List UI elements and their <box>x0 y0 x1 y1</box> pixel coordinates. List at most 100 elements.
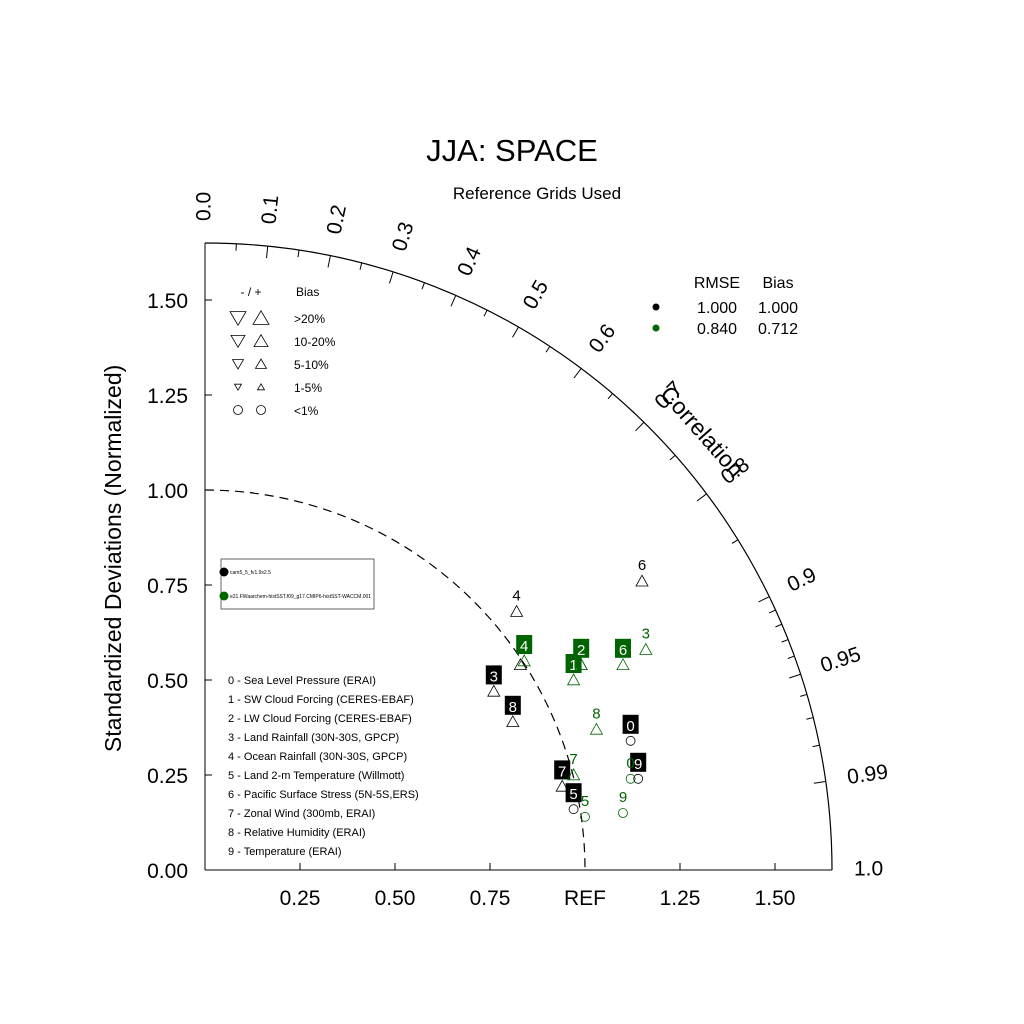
y-tick-label: 0.25 <box>147 765 188 788</box>
bias-legend-label: >20% <box>294 312 325 326</box>
stats-row-dot <box>652 324 660 332</box>
triangle-up-icon <box>256 383 266 391</box>
corr-tick <box>389 271 394 284</box>
data-point-marker <box>639 642 653 655</box>
corr-minor-tick <box>297 250 300 258</box>
data-point-label-box <box>565 654 582 673</box>
data-point-marker <box>566 768 581 781</box>
corr-minor-tick <box>768 609 776 614</box>
data-point-label: 1 <box>569 657 577 674</box>
data-point-marker <box>580 811 590 822</box>
data-point-marker <box>487 684 501 697</box>
corr-minor-tick <box>775 623 783 628</box>
variable-legend-item: 5 - Land 2-m Temperature (Willmott) <box>228 770 404 782</box>
data-point-label: 3 <box>642 626 650 643</box>
y-tick-label: 1.00 <box>147 480 188 503</box>
corr-tick <box>512 326 519 338</box>
corr-tick-label: 0.2 <box>323 203 351 236</box>
data-point-label-box <box>565 783 582 803</box>
data-point-label: 0 <box>626 718 634 735</box>
corr-minor-tick <box>607 393 613 400</box>
corr-tick-label: 0.95 <box>818 643 864 678</box>
stats-header-bias: Bias <box>762 275 793 292</box>
bias-legend-sign-header: - / + <box>240 285 261 299</box>
corr-tick-label: 0.99 <box>846 760 890 789</box>
data-point-label-box <box>504 695 521 715</box>
triangle-up-icon <box>253 333 269 347</box>
y-tick-label: 0.00 <box>147 860 188 883</box>
y-axis-label: Standardized Deviations (Normalized) <box>100 365 126 752</box>
stats-bias-value: 1.000 <box>758 300 798 317</box>
data-point-label: 6 <box>619 642 627 659</box>
variable-legend-item: 1 - SW Cloud Forcing (CERES-EBAF) <box>228 694 414 706</box>
data-point-label: 9 <box>619 789 627 806</box>
corr-tick-label: 0.3 <box>388 219 419 254</box>
corr-minor-tick <box>787 655 795 659</box>
corr-minor-tick <box>483 309 488 317</box>
corr-minor-tick <box>731 539 739 544</box>
data-point-label: 4 <box>520 638 528 655</box>
triangle-down-icon <box>230 335 246 349</box>
triangle-down-icon <box>229 311 247 326</box>
corr-tick <box>327 255 331 268</box>
variable-legend-item: 2 - LW Cloud Forcing (CERES-EBAF) <box>228 713 412 725</box>
corr-tick-label: 0.5 <box>519 276 554 313</box>
corr-tick-label: 0.1 <box>258 194 284 225</box>
corr-tick <box>813 781 826 784</box>
triangle-up-icon <box>252 310 270 325</box>
bias-legend-label: 5-10% <box>294 358 329 372</box>
data-point-label: 5 <box>581 793 589 810</box>
corr-tick <box>450 295 457 307</box>
corr-tick <box>696 493 707 502</box>
triangle-down-icon <box>231 359 245 370</box>
data-point-marker <box>625 773 636 784</box>
variable-legend-item: 6 - Pacific Surface Stress (5N-5S,ERS) <box>228 789 419 801</box>
data-point-marker <box>635 574 649 587</box>
data-point-marker <box>574 657 588 670</box>
corr-minor-tick <box>669 454 676 461</box>
data-point-label: 5 <box>569 786 577 803</box>
triangle-up-icon <box>254 358 268 369</box>
y-tick-label: 0.75 <box>147 575 188 598</box>
case-legend-label: e21.FWaarchem-histSST.f09_g17.CMIP6-hist… <box>230 594 371 600</box>
variable-legend-item: 0 - Sea Level Pressure (ERAI) <box>228 675 376 687</box>
corr-tick-label: 0.4 <box>453 243 486 279</box>
chart-title: JJA: SPACE <box>426 133 598 168</box>
corr-tick <box>789 673 801 679</box>
data-point-label-box <box>573 638 590 658</box>
outer-arc <box>204 242 833 871</box>
case-legend-box <box>220 558 375 610</box>
corr-minor-tick <box>806 717 814 720</box>
stats-bias-value: 0.712 <box>758 321 798 338</box>
data-point-label-box <box>630 752 647 772</box>
ref-label: REF <box>564 887 606 910</box>
data-point-label: 3 <box>490 668 498 685</box>
data-point-label: 0 <box>626 755 634 772</box>
case-legend-label: cam5_5_fv1.9x2.5 <box>230 570 271 576</box>
data-point-marker <box>625 735 636 746</box>
circle-icon <box>256 405 266 415</box>
x-tick-label: 1.25 <box>660 887 701 910</box>
x-tick-label: 0.50 <box>375 887 416 910</box>
bias-legend-label: 10-20% <box>294 335 336 349</box>
bias-legend-label: 1-5% <box>294 381 322 395</box>
y-tick-label: 1.25 <box>147 385 188 408</box>
data-point-label-box <box>615 638 631 658</box>
corr-minor-tick <box>545 346 551 353</box>
data-point-label: 2 <box>577 642 585 659</box>
data-point-label: 9 <box>634 756 642 773</box>
case-legend-dot <box>219 567 229 577</box>
data-point-marker <box>509 604 524 617</box>
data-point-marker <box>513 657 528 670</box>
data-point-marker <box>616 657 630 670</box>
data-point-label: 7 <box>558 763 566 780</box>
corr-tick-label: 0.6 <box>584 320 620 357</box>
stats-header-rmse: RMSE <box>694 275 740 292</box>
corr-minor-tick <box>421 282 425 290</box>
data-point-marker <box>506 714 520 727</box>
circle-icon <box>233 405 243 415</box>
data-point-marker <box>555 779 569 792</box>
correlation-label: Correlation <box>655 381 749 483</box>
stats-row-dot <box>652 303 660 311</box>
